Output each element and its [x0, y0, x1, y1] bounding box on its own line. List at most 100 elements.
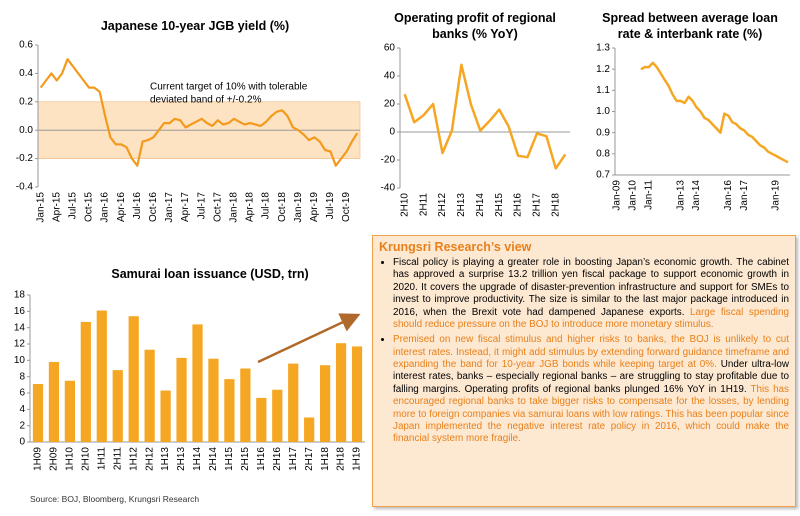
y-tick-label: 1.3: [596, 43, 610, 54]
x-tick-label: Jul-18: [261, 192, 272, 220]
x-tick-label: Oct-19: [341, 192, 352, 222]
x-tick-label: 1H13: [160, 447, 171, 471]
y-tick-label: -0.2: [16, 153, 34, 164]
bullet-text: Fiscal policy is playing a greater role …: [393, 257, 789, 318]
x-tick-label: 2H17: [532, 193, 543, 217]
x-tick-label: 2H14: [475, 193, 486, 217]
y-tick-label: 4: [19, 404, 25, 415]
x-tick-label: Apr-17: [180, 192, 191, 222]
y-tick-label: 12: [14, 339, 26, 350]
x-tick-label: 1H15: [224, 447, 235, 471]
x-tick-label: 2H12: [437, 193, 448, 217]
y-tick-label: 0.6: [19, 40, 33, 51]
x-tick-label: 1H14: [192, 447, 203, 471]
chart-title: Samurai loan issuance (USD, trn): [111, 267, 309, 281]
x-tick-label: Oct-16: [148, 192, 159, 222]
trend-arrow: [257, 313, 361, 364]
x-tick-label: 1H09: [33, 447, 44, 471]
x-tick-label: Jan-11: [643, 180, 654, 210]
y-tick-label: 20: [384, 99, 396, 110]
x-tick-label: Oct-15: [84, 192, 95, 222]
x-tick-label: 1H17: [288, 447, 299, 471]
x-tick-label: Jan-17: [164, 192, 175, 223]
y-tick-label: 0: [19, 437, 25, 448]
y-tick-label: -40: [381, 183, 396, 194]
x-tick-label: 2H12: [144, 447, 155, 471]
x-tick-label: Jan-16: [723, 180, 734, 211]
bullet-text: This has encouraged regional banks to ta…: [393, 383, 789, 445]
x-tick-label: 2H15: [494, 193, 505, 217]
chart-title: Operating profit of regional banks (% Yo…: [394, 11, 556, 42]
y-tick-label: 10: [14, 355, 26, 366]
x-tick-label: 2H18: [550, 193, 561, 217]
x-tick-label: Jan-18: [229, 192, 240, 223]
bar: [80, 321, 91, 442]
x-tick-label: 1H10: [65, 447, 76, 471]
bar: [128, 316, 139, 442]
bar: [272, 389, 283, 442]
bar: [351, 346, 363, 442]
x-tick-label: Apr-15: [51, 192, 62, 222]
x-tick-label: 2H13: [456, 193, 467, 217]
x-tick-label: Jul-16: [132, 192, 143, 220]
bar: [48, 361, 60, 442]
data-line: [403, 63, 567, 170]
y-tick-label: 0.9: [596, 127, 610, 138]
bar: [96, 310, 107, 442]
y-tick-label: 60: [384, 43, 396, 54]
y-tick-label: 8: [19, 371, 25, 382]
x-tick-label: Apr-19: [309, 192, 320, 222]
source: Source: BOJ, Bloomberg, Krungsri Researc…: [30, 494, 200, 504]
annotation: Current target of 10% with tolerable: [150, 82, 308, 93]
x-tick-label: 2H16: [272, 447, 283, 471]
x-tick-label: 2H13: [176, 447, 187, 471]
x-tick-label: 2H10: [399, 193, 410, 217]
y-tick-label: 14: [14, 322, 26, 333]
y-tick-label: 0.4: [19, 68, 33, 79]
bullet-text: Under ultra-low interest rates, banks – …: [393, 359, 789, 395]
y-tick-label: 0.0: [19, 125, 33, 136]
bar: [176, 357, 187, 442]
y-tick-label: -0.4: [16, 182, 34, 193]
x-tick-label: 2H17: [304, 447, 315, 471]
x-tick-label: Jul-19: [325, 192, 336, 220]
data-line: [39, 58, 359, 167]
bar: [64, 380, 75, 442]
bar: [240, 368, 251, 442]
y-tick-label: 2: [19, 420, 25, 431]
x-tick-label: Jan-16: [100, 192, 111, 223]
data-line: [640, 61, 789, 164]
bar: [208, 358, 219, 442]
chart-title: Japanese 10-year JGB yield (%): [100, 19, 290, 33]
x-tick-label: 2H10: [80, 447, 91, 471]
x-tick-label: 2H15: [240, 447, 251, 471]
x-tick-label: Apr-18: [245, 192, 256, 222]
y-tick-label: 40: [384, 71, 396, 82]
x-tick-label: 2H18: [336, 447, 347, 471]
bullet: Premised on new fiscal stimulus and high…: [393, 334, 789, 445]
x-tick-label: 1H11: [96, 447, 107, 471]
x-tick-label: Jan-14: [691, 180, 702, 211]
y-tick-label: 6: [19, 388, 25, 399]
x-tick-label: Jan-09: [612, 180, 623, 211]
y-tick-label: -20: [381, 155, 396, 166]
y-tick-label: 0.2: [19, 96, 33, 107]
bullet-text: Premised on new fiscal stimulus and high…: [393, 334, 789, 370]
view-box: Krungsri Research’s view Fiscal policy i…: [372, 235, 796, 507]
x-tick-label: 1H16: [256, 447, 267, 471]
bullet-text: Large fiscal spending should reduce pres…: [393, 306, 789, 330]
y-tick-label: 1.0: [596, 106, 610, 117]
bar: [192, 324, 203, 442]
x-tick-label: Jan-19: [771, 180, 782, 211]
x-tick-label: Jan-19: [293, 192, 304, 223]
x-tick-label: Oct-17: [212, 192, 223, 222]
bar: [144, 349, 155, 442]
x-tick-label: Jan-15: [35, 192, 46, 223]
chart: 0 2 4 6 8 10 12 14 16 18 1H09 2H09 1H10 2H10 1H11 2H11 1…: [14, 290, 365, 471]
y-tick-label: 0.7: [596, 170, 610, 181]
x-tick-label: 2H14: [208, 447, 219, 471]
